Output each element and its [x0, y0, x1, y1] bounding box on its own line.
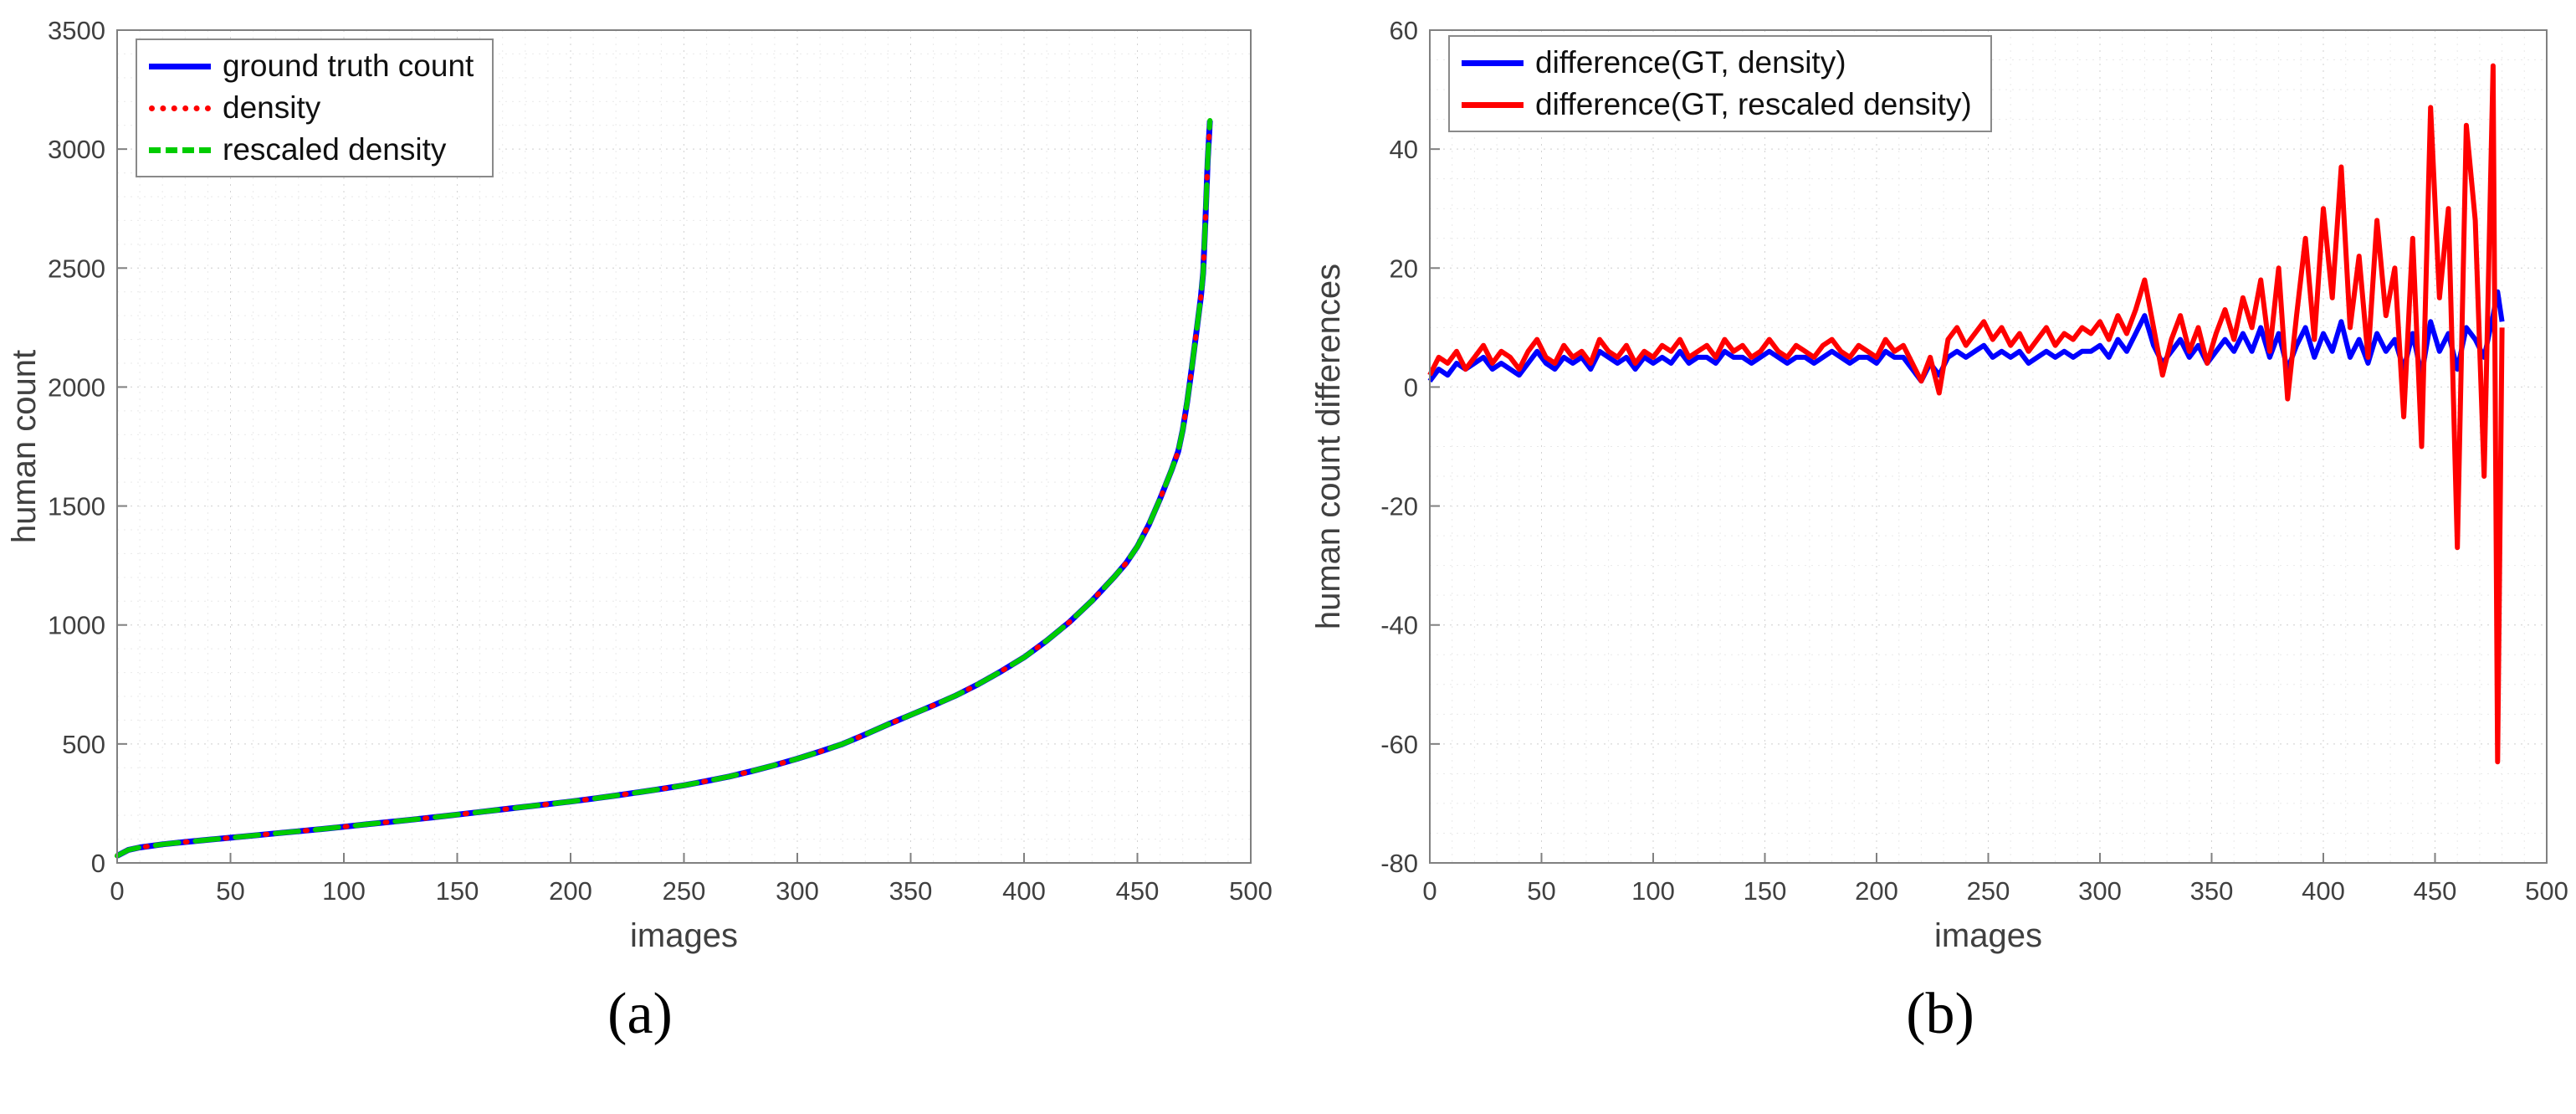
legend-a: ground truth count density rescaled dens… — [136, 39, 494, 177]
caption-a: (a) — [607, 982, 673, 1046]
svg-text:0: 0 — [1422, 876, 1437, 906]
svg-text:200: 200 — [549, 876, 592, 906]
svg-text:350: 350 — [2190, 876, 2234, 906]
plot-svg: 0 50 100 150 200 250 300 350 400 450 500 0 500 1000 15… — [6, 16, 1273, 954]
svg-text:images: images — [1934, 917, 2042, 954]
svg-text:human count differences: human count differences — [1310, 264, 1347, 629]
svg-text:human count: human count — [6, 350, 43, 543]
svg-text:0: 0 — [110, 876, 124, 906]
svg-text:1500: 1500 — [48, 492, 105, 521]
svg-text:50: 50 — [1527, 876, 1555, 906]
legend-entry-density: density — [149, 90, 474, 126]
caption-b: (b) — [1906, 982, 1974, 1046]
svg-text:300: 300 — [776, 876, 819, 906]
red-dotted-line-sample — [149, 105, 211, 111]
svg-text:3000: 3000 — [48, 135, 105, 164]
legend-label: difference(GT, density) — [1535, 45, 1846, 80]
chart-b: difference(GT, density) difference(GT, r… — [1304, 7, 2576, 969]
svg-text:-80: -80 — [1380, 849, 1418, 878]
svg-text:0: 0 — [91, 849, 105, 878]
green-dashed-line-sample — [149, 146, 211, 153]
legend-label: rescaled density — [223, 132, 447, 167]
svg-text:200: 200 — [1855, 876, 1898, 906]
legend-entry-rescaled-density: rescaled density — [149, 132, 474, 167]
blue-solid-line-sample — [149, 63, 211, 69]
svg-text:2000: 2000 — [48, 372, 105, 402]
svg-text:400: 400 — [2302, 876, 2345, 906]
svg-text:450: 450 — [2414, 876, 2457, 906]
blue-solid-line-sample — [1462, 59, 1524, 66]
panel-b: difference(GT, density) difference(GT, r… — [1304, 7, 2576, 1048]
svg-text:450: 450 — [1116, 876, 1160, 906]
svg-text:2500: 2500 — [48, 254, 105, 283]
svg-text:60: 60 — [1390, 16, 1418, 45]
chart-a: ground truth count density rescaled dens… — [0, 7, 1280, 969]
svg-text:images: images — [630, 917, 738, 954]
svg-text:100: 100 — [1631, 876, 1675, 906]
svg-text:500: 500 — [2525, 876, 2568, 906]
svg-text:-40: -40 — [1380, 611, 1418, 640]
svg-text:3500: 3500 — [48, 16, 105, 45]
legend-b: difference(GT, density) difference(GT, r… — [1448, 35, 1992, 132]
svg-text:-20: -20 — [1380, 492, 1418, 521]
svg-text:350: 350 — [889, 876, 933, 906]
svg-text:400: 400 — [1002, 876, 1046, 906]
svg-text:500: 500 — [62, 730, 105, 759]
svg-text:100: 100 — [322, 876, 366, 906]
svg-text:250: 250 — [663, 876, 706, 906]
legend-entry-ground-truth: ground truth count — [149, 49, 474, 84]
svg-text:250: 250 — [1967, 876, 2010, 906]
figure: ground truth count density rescaled dens… — [0, 7, 2576, 1048]
legend-entry-diff-rescaled: difference(GT, rescaled density) — [1462, 87, 1972, 122]
legend-label: ground truth count — [223, 49, 474, 83]
plot-svg: 0 50 100 150 200 250 300 350 400 450 500-80-60-40-… — [1310, 16, 2568, 954]
svg-text:150: 150 — [436, 876, 479, 906]
svg-text:1000: 1000 — [48, 611, 105, 640]
panel-a: ground truth count density rescaled dens… — [0, 7, 1280, 1048]
legend-label: difference(GT, rescaled density) — [1535, 87, 1972, 121]
svg-text:50: 50 — [216, 876, 244, 906]
svg-text:150: 150 — [1744, 876, 1787, 906]
svg-text:-60: -60 — [1380, 730, 1418, 759]
svg-text:300: 300 — [2078, 876, 2122, 906]
svg-text:500: 500 — [1229, 876, 1273, 906]
svg-text:20: 20 — [1390, 254, 1418, 283]
legend-label: density — [223, 90, 321, 125]
svg-text:0: 0 — [1404, 372, 1418, 402]
legend-entry-diff-density: difference(GT, density) — [1462, 45, 1972, 80]
red-solid-line-sample — [1462, 101, 1524, 108]
svg-text:40: 40 — [1390, 135, 1418, 164]
